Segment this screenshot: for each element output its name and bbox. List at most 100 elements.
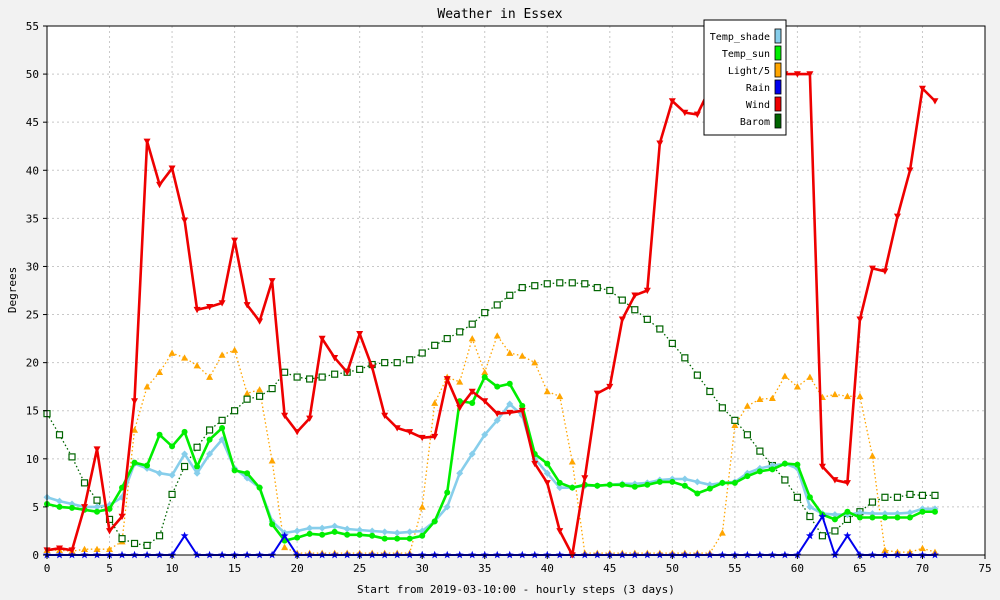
data-point [180,462,189,471]
data-point [718,529,726,536]
data-point [456,378,464,385]
data-point [293,527,301,535]
legend-swatch [774,96,782,112]
data-point [556,484,564,492]
data-point [668,339,676,347]
data-point [806,71,814,78]
data-point [881,268,889,275]
data-point [356,365,364,373]
data-point [493,301,501,309]
series-layer [43,42,939,559]
data-point [68,547,76,554]
data-point [131,398,139,405]
data-point [68,453,76,461]
data-point [156,431,163,438]
x-tick-label: 25 [353,562,366,575]
data-point [669,478,676,485]
x-axis-label: Start from 2019-03-10:00 - hourly steps … [357,583,675,596]
data-point [781,460,788,467]
data-point [793,71,801,78]
data-point [481,368,489,376]
data-point [881,493,889,501]
data-point [381,535,388,542]
data-point [156,368,164,376]
legend-label: Light/5 [728,66,770,77]
data-point [881,514,888,521]
data-point [431,518,438,525]
y-tick-label: 20 [26,357,39,370]
data-point [794,461,801,468]
y-tick-label: 30 [26,260,39,273]
data-point [206,450,214,458]
data-point [519,402,526,409]
data-point [231,407,239,415]
data-point [893,213,901,220]
data-point [618,316,626,323]
data-point [919,508,926,515]
data-point [394,535,401,542]
data-point [219,425,226,432]
data-point [155,532,164,540]
legend-label: Barom [740,117,770,128]
data-point [131,426,139,433]
x-tick-label: 5 [106,562,113,575]
data-point [631,306,639,314]
data-point [56,545,64,552]
series-line [46,43,936,557]
data-point [143,138,151,145]
data-point [106,505,113,512]
data-point [144,462,151,469]
data-point [806,373,814,380]
data-point [444,489,451,496]
data-point [931,98,939,105]
data-point [818,463,826,471]
data-point [544,460,551,467]
data-point [331,370,339,378]
data-point [768,394,776,402]
data-point [294,534,301,541]
data-point [781,476,789,484]
data-point [168,471,176,479]
data-point [868,452,876,459]
data-point [381,528,389,536]
data-point [493,416,501,424]
data-point [356,531,363,538]
data-point [456,469,464,477]
data-point [331,355,339,362]
data-point [193,306,201,314]
data-point [543,280,551,288]
data-point [756,447,764,455]
data-point [593,390,601,397]
data-point [218,300,226,307]
data-point [531,460,539,468]
data-point [681,354,689,362]
data-point [418,349,426,357]
data-point [681,482,688,489]
data-point [443,503,451,511]
data-point [593,284,601,292]
data-point [319,531,326,538]
legend-label: Temp_sun [722,49,770,60]
data-point [293,429,301,436]
data-point [643,315,651,323]
legend-swatch [774,62,782,78]
data-point [93,503,101,511]
data-point [869,514,876,521]
data-point [306,375,314,383]
data-point [168,165,176,172]
data-point [468,450,476,458]
data-point [531,282,539,290]
grid [47,26,985,555]
data-point [556,392,564,400]
data-point [331,528,338,535]
data-point [56,497,64,505]
data-point [469,400,476,407]
data-point [81,545,89,553]
data-point [331,522,339,530]
data-point [193,443,201,451]
data-point [831,511,839,519]
data-point [418,434,426,442]
data-point [168,490,176,499]
x-tick-label: 65 [853,562,866,575]
data-point [268,278,276,285]
